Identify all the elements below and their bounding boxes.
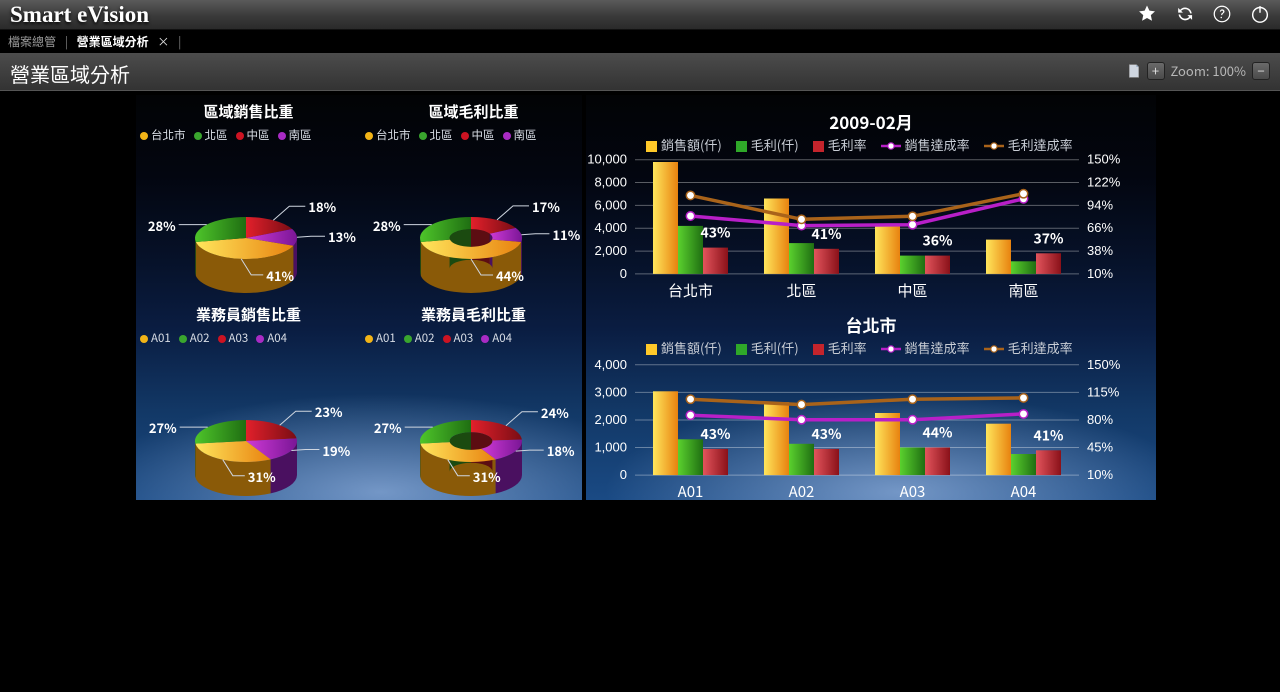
svg-text:中區: 中區 xyxy=(897,280,927,298)
svg-text:44%: 44% xyxy=(922,423,953,443)
svg-text:122%: 122% xyxy=(1087,175,1121,190)
svg-text:80%: 80% xyxy=(1087,412,1113,427)
svg-text:94%: 94% xyxy=(1087,197,1113,212)
svg-text:43%: 43% xyxy=(700,424,731,444)
svg-text:南區: 南區 xyxy=(1008,280,1038,298)
svg-text:150%: 150% xyxy=(1087,357,1121,372)
svg-text:6,000: 6,000 xyxy=(594,197,627,212)
svg-text:0: 0 xyxy=(620,266,627,281)
svg-text:2,000: 2,000 xyxy=(594,412,627,427)
svg-text:10%: 10% xyxy=(1087,467,1113,482)
svg-text:A02: A02 xyxy=(789,481,815,500)
svg-text:2,000: 2,000 xyxy=(594,243,627,258)
svg-text:66%: 66% xyxy=(1087,220,1113,235)
svg-text:8,000: 8,000 xyxy=(594,175,627,190)
svg-text:10,000: 10,000 xyxy=(587,152,627,167)
svg-text:A04: A04 xyxy=(1011,481,1037,500)
svg-text:45%: 45% xyxy=(1087,440,1113,455)
svg-text:A01: A01 xyxy=(678,481,704,500)
svg-text:37%: 37% xyxy=(1033,228,1064,248)
svg-text:43%: 43% xyxy=(811,424,842,444)
svg-text:台北市: 台北市 xyxy=(668,280,713,298)
svg-text:150%: 150% xyxy=(1087,152,1121,167)
svg-text:A03: A03 xyxy=(900,481,926,500)
svg-text:115%: 115% xyxy=(1087,384,1120,399)
svg-text:4,000: 4,000 xyxy=(594,220,627,235)
svg-text:0: 0 xyxy=(620,467,627,482)
svg-text:4,000: 4,000 xyxy=(594,357,627,372)
svg-text:10%: 10% xyxy=(1087,266,1113,281)
svg-text:北區: 北區 xyxy=(786,280,816,298)
svg-text:3,000: 3,000 xyxy=(594,384,627,399)
svg-text:43%: 43% xyxy=(700,223,731,243)
svg-text:41%: 41% xyxy=(1033,425,1064,445)
svg-text:1,000: 1,000 xyxy=(594,440,627,455)
svg-text:38%: 38% xyxy=(1087,243,1113,258)
svg-text:36%: 36% xyxy=(922,231,953,251)
